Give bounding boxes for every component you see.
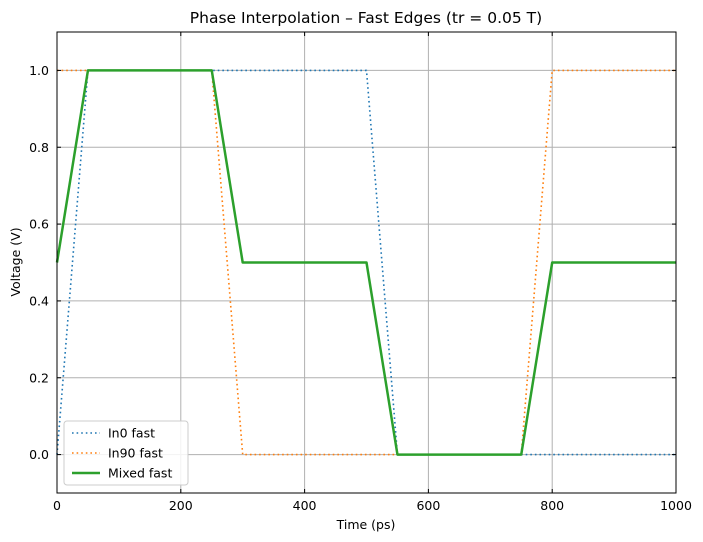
plot-frame	[56, 31, 677, 494]
legend: In0 fast In90 fast Mixed fast	[63, 420, 189, 486]
legend-label: In0 fast	[108, 426, 155, 441]
chart-title: Phase Interpolation – Fast Edges (tr = 0…	[190, 9, 542, 27]
x-tick-label: 400	[293, 498, 317, 513]
series-layer	[55, 69, 676, 456]
y-tick-label: 0.2	[29, 370, 49, 385]
x-tick-label: 1000	[660, 498, 692, 513]
x-tick-label: 200	[169, 498, 193, 513]
y-tick-label: 0.8	[29, 140, 49, 155]
y-tick-label: 1.0	[29, 63, 49, 78]
legend-label: Mixed fast	[108, 466, 172, 481]
legend-box	[63, 420, 189, 486]
ticks: 0 200 400 600 800 1000 0.0 0.2 0.4 0.6 0.8 1.0	[29, 32, 692, 513]
legend-label: In90 fast	[108, 446, 163, 461]
x-tick-label: 800	[540, 498, 564, 513]
x-axis-label: Time (ps)	[336, 517, 396, 532]
y-tick-label: 0.0	[29, 447, 49, 462]
y-tick-label: 0.6	[29, 217, 49, 232]
y-axis-label: Voltage (V)	[8, 227, 23, 296]
x-tick-label: 600	[416, 498, 440, 513]
y-tick-label: 0.4	[29, 293, 49, 308]
x-tick-label: 0	[53, 498, 61, 513]
series-line-mixed-fast	[55, 69, 676, 456]
